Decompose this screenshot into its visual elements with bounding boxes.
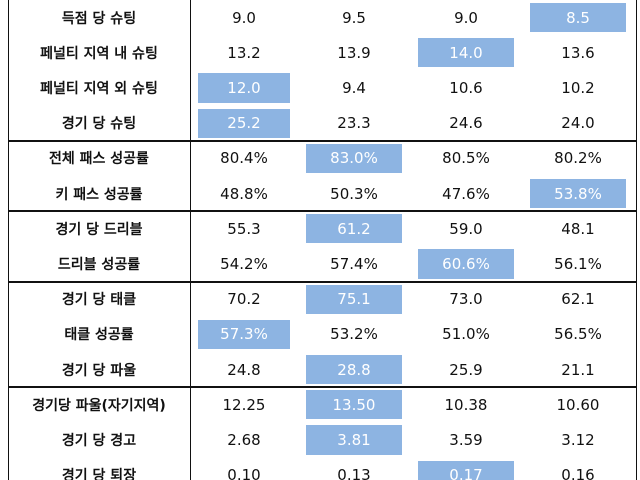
cell: 9.0 xyxy=(454,8,478,27)
highlighted-cell: 3.81 xyxy=(306,425,402,455)
cell: 70.2 xyxy=(227,290,261,309)
cell: 0.16 xyxy=(561,466,595,480)
border xyxy=(190,0,191,480)
cell: 24.0 xyxy=(561,114,595,133)
row-label: 경기 당 슈팅 xyxy=(61,116,137,133)
row-label: 전체 패스 성공률 xyxy=(49,151,149,168)
cell: 24.6 xyxy=(449,114,483,133)
cell: 9.0 xyxy=(232,8,256,27)
row-label: 키 패스 성공률 xyxy=(55,186,143,203)
cell: 51.0% xyxy=(442,325,490,344)
cell: 53.2% xyxy=(330,325,378,344)
highlighted-cell: 8.5 xyxy=(530,3,626,33)
cell: 57.4% xyxy=(330,254,378,273)
row-label: 득점 당 슈팅 xyxy=(61,10,137,27)
row-label: 드리블 성공률 xyxy=(57,256,141,273)
cell: 56.5% xyxy=(554,325,602,344)
group-separator xyxy=(8,139,636,142)
cell: 73.0 xyxy=(449,290,483,309)
cell: 10.6 xyxy=(449,78,483,97)
cell: 59.0 xyxy=(449,219,483,238)
highlighted-cell: 60.6% xyxy=(418,249,514,279)
cell: 0.10 xyxy=(227,466,261,480)
row-label: 경기 당 드리블 xyxy=(55,221,143,238)
cell: 50.3% xyxy=(330,184,378,203)
cell: 0.13 xyxy=(337,466,371,480)
cell: 9.4 xyxy=(342,78,366,97)
cell: 21.1 xyxy=(561,360,595,379)
highlighted-cell: 14.0 xyxy=(418,38,514,68)
highlighted-cell: 0.17 xyxy=(418,460,514,480)
row-label: 경기당 파울(자기지역) xyxy=(32,397,166,414)
cell: 80.5% xyxy=(442,149,490,168)
group-separator xyxy=(8,280,636,283)
border xyxy=(636,0,637,480)
cell: 48.8% xyxy=(220,184,268,203)
row-label: 페널티 지역 내 슈팅 xyxy=(40,45,158,62)
cell: 10.2 xyxy=(561,78,595,97)
cell: 25.9 xyxy=(449,360,483,379)
cell: 12.25 xyxy=(222,395,266,414)
row-label: 경기 당 경고 xyxy=(61,432,137,449)
cell: 9.5 xyxy=(342,8,366,27)
row-label: 경기 당 퇴장 xyxy=(61,468,137,480)
cell: 2.68 xyxy=(227,430,261,449)
cell: 3.59 xyxy=(449,430,483,449)
cell: 3.12 xyxy=(561,430,595,449)
highlighted-cell: 25.2 xyxy=(198,108,290,138)
cell: 23.3 xyxy=(337,114,371,133)
group-separator xyxy=(8,210,636,213)
cell: 13.2 xyxy=(227,43,261,62)
highlighted-cell: 28.8 xyxy=(306,355,402,385)
cell: 54.2% xyxy=(220,254,268,273)
row-label: 태클 성공률 xyxy=(64,327,134,344)
cell: 48.1 xyxy=(561,219,595,238)
highlighted-cell: 61.2 xyxy=(306,214,402,244)
cell: 10.60 xyxy=(556,395,600,414)
border xyxy=(8,0,9,480)
group-separator xyxy=(8,386,636,389)
cell: 80.4% xyxy=(220,149,268,168)
highlighted-cell: 12.0 xyxy=(198,73,290,103)
highlighted-cell: 75.1 xyxy=(306,284,402,314)
cell: 55.3 xyxy=(227,219,261,238)
highlighted-cell: 53.8% xyxy=(530,179,626,209)
cell: 13.6 xyxy=(561,43,595,62)
cell: 47.6% xyxy=(442,184,490,203)
row-label: 경기 당 태클 xyxy=(61,292,137,309)
highlighted-cell: 13.50 xyxy=(306,390,402,420)
cell: 24.8 xyxy=(227,360,261,379)
cell: 13.9 xyxy=(337,43,371,62)
cell: 56.1% xyxy=(554,254,602,273)
cell: 62.1 xyxy=(561,290,595,309)
highlighted-cell: 83.0% xyxy=(306,143,402,173)
cell: 10.38 xyxy=(444,395,488,414)
highlighted-cell: 57.3% xyxy=(198,319,290,349)
row-label: 페널티 지역 외 슈팅 xyxy=(40,80,158,97)
cell: 80.2% xyxy=(554,149,602,168)
row-label: 경기 당 파울 xyxy=(61,362,137,379)
